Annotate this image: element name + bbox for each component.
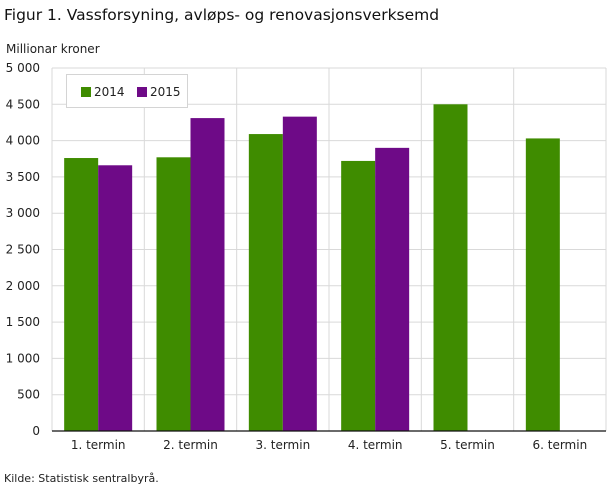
y-tick-label: 3 000 [6, 206, 40, 220]
bar-2015-1 [98, 165, 133, 431]
legend-item-2015: 2015 [137, 85, 181, 99]
x-tick-label: 3. termin [255, 438, 310, 452]
chart-legend: 2014 2015 [66, 74, 188, 108]
source-note: Kilde: Statistisk sentralbyrå. [4, 472, 159, 485]
bar-2014-5 [433, 104, 468, 432]
x-tick-label: 5. termin [440, 438, 495, 452]
y-tick-label: 4 500 [6, 97, 40, 111]
bar-2014-3 [248, 134, 283, 432]
bar-2014-6 [525, 138, 560, 431]
legend-label-2014: 2014 [94, 85, 125, 99]
y-tick-label: 2 000 [6, 279, 40, 293]
chart-title: Figur 1. Vassforsyning, avløps- og renov… [4, 6, 440, 24]
x-tick-label: 6. termin [532, 438, 587, 452]
legend-swatch-2014 [81, 87, 91, 97]
bar-2014-2 [156, 157, 191, 431]
x-tick-label: 4. termin [348, 438, 403, 452]
y-tick-label: 5 000 [6, 61, 40, 75]
x-tick-label: 1. termin [71, 438, 126, 452]
y-tick-label: 3 500 [6, 170, 40, 184]
y-tick-label: 4 000 [6, 134, 40, 148]
bar-2014-1 [64, 158, 99, 432]
y-tick-label: 0 [32, 424, 40, 438]
x-tick-label: 2. termin [163, 438, 218, 452]
bar-2015-3 [282, 116, 317, 431]
bar-2015-2 [190, 118, 225, 432]
y-tick-label: 1 500 [6, 315, 40, 329]
bar-2015-4 [375, 147, 410, 432]
legend-item-2014: 2014 [81, 85, 125, 99]
legend-swatch-2015 [137, 87, 147, 97]
y-axis-label: Millionar kroner [6, 42, 100, 56]
y-tick-label: 1 000 [6, 351, 40, 365]
y-tick-label: 2 500 [6, 243, 40, 257]
legend-label-2015: 2015 [150, 85, 181, 99]
y-tick-label: 500 [17, 388, 40, 402]
bar-2014-4 [341, 160, 376, 432]
